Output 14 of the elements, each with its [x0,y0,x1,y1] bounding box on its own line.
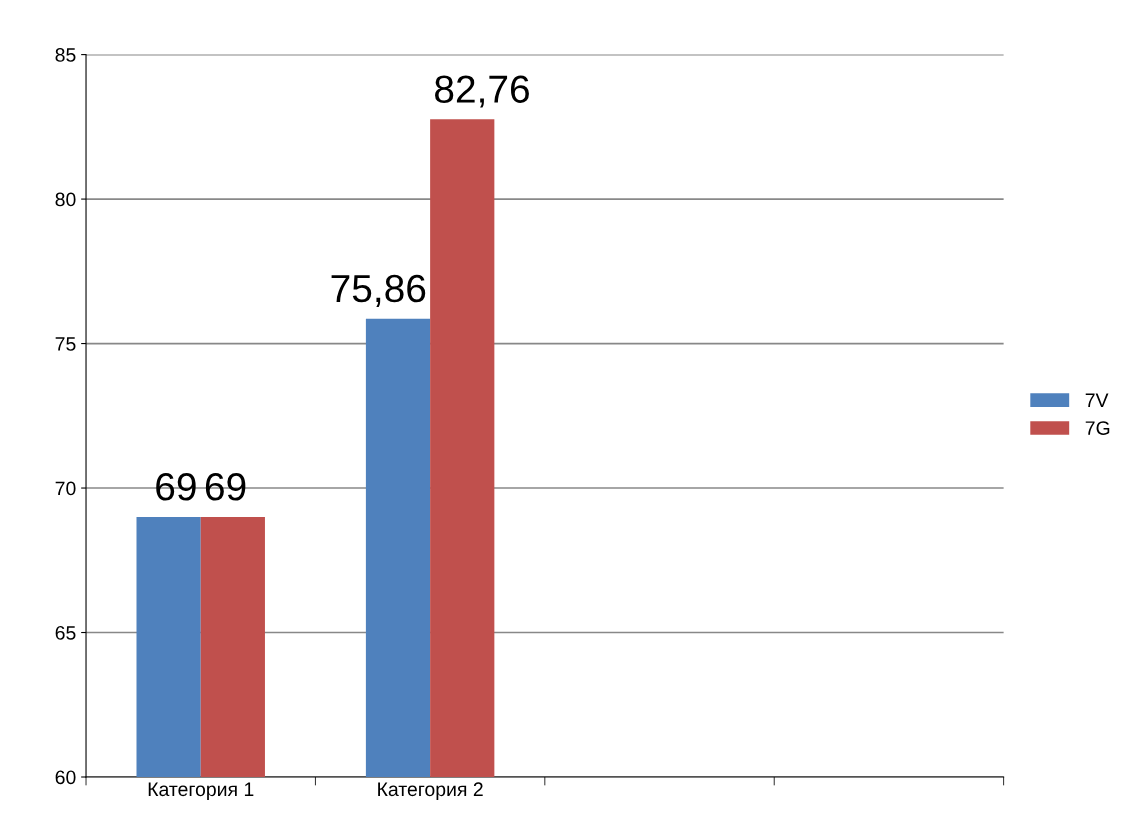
data-label: 75,86 [331,274,426,307]
data-label: 69 [156,473,196,501]
legend-label: 7G [1085,421,1110,435]
data-label: 82,76 [435,75,529,108]
x-tick-label: Категория 1 [148,782,254,800]
y-tick-label: 65 [55,625,76,640]
data-label: 69 [205,473,246,501]
y-tick-label: 85 [55,48,76,62]
legend-label: 7V [1085,393,1109,407]
y-tick-label: 70 [55,481,76,496]
y-tick-label: 60 [55,770,76,785]
y-tick-label: 75 [55,337,76,351]
x-tick-label: Категория 2 [378,782,483,800]
y-tick-label: 80 [55,192,76,207]
